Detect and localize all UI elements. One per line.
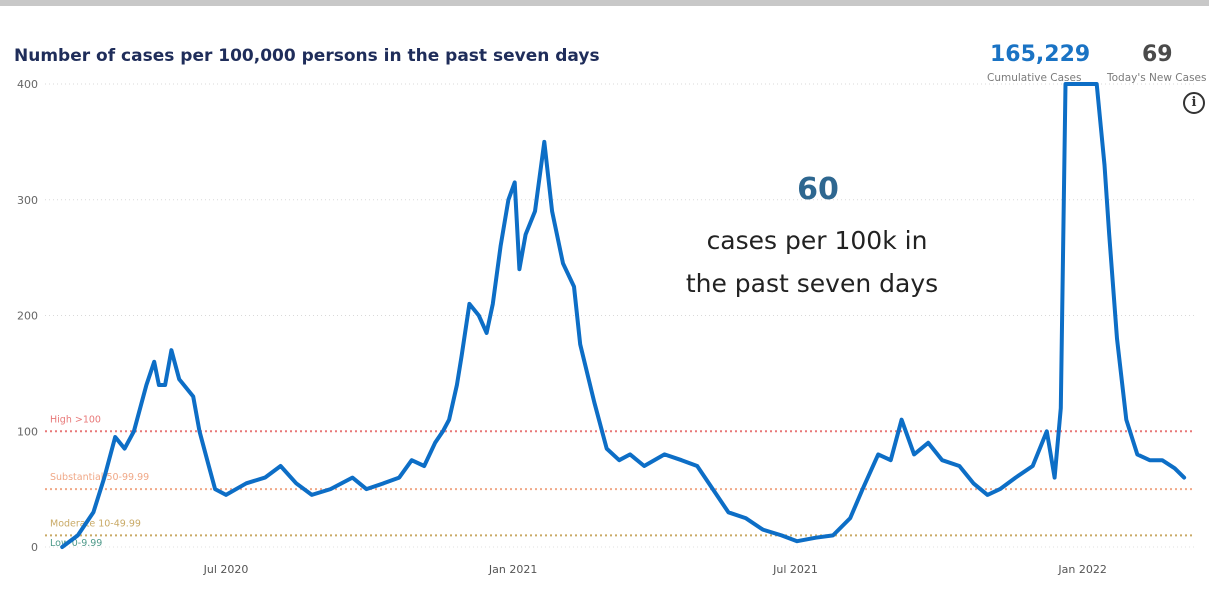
- new-cases-value: 69: [1142, 42, 1173, 67]
- info-icon[interactable]: i: [1183, 92, 1205, 114]
- x-tick-label: Jul 2020: [203, 563, 249, 576]
- threshold-label: Low 0-9.99: [50, 538, 102, 549]
- cumulative-cases-value: 165,229: [990, 42, 1091, 67]
- current-rate-caption-line2: the past seven days: [686, 269, 938, 298]
- new-cases-label: Today's New Cases: [1107, 72, 1207, 84]
- current-rate-value: 60: [797, 172, 839, 207]
- y-tick-label: 0: [31, 541, 38, 554]
- x-tick-label: Jan 2022: [1057, 563, 1106, 576]
- x-tick-label: Jul 2021: [772, 563, 818, 576]
- threshold-label: Moderate 10-49.99: [50, 518, 141, 529]
- top-border: [0, 0, 1209, 6]
- y-tick-label: 200: [17, 310, 38, 323]
- current-rate-caption-line1: cases per 100k in: [707, 226, 928, 255]
- x-axis: Jul 2020 Jan 2021 Jul 2021 Jan 2022: [203, 563, 1107, 576]
- y-tick-label: 100: [17, 425, 38, 438]
- threshold-lines: High >100 Substantial 50-99.99 Moderate 10…: [45, 414, 1195, 549]
- cases-series-line: [60, 82, 1187, 549]
- chart-title: Number of cases per 100,000 persons in t…: [14, 46, 600, 66]
- series-group: [60, 82, 1187, 549]
- y-tick-label: 400: [17, 78, 38, 91]
- cumulative-cases-label: Cumulative Cases: [987, 72, 1082, 84]
- y-tick-label: 300: [17, 194, 38, 207]
- y-axis: 0 100 200 300 400: [17, 78, 38, 554]
- x-tick-label: Jan 2021: [488, 563, 537, 576]
- threshold-label: High >100: [50, 414, 101, 425]
- threshold-label: Substantial 50-99.99: [50, 472, 149, 483]
- chart-grid: [45, 83, 1195, 316]
